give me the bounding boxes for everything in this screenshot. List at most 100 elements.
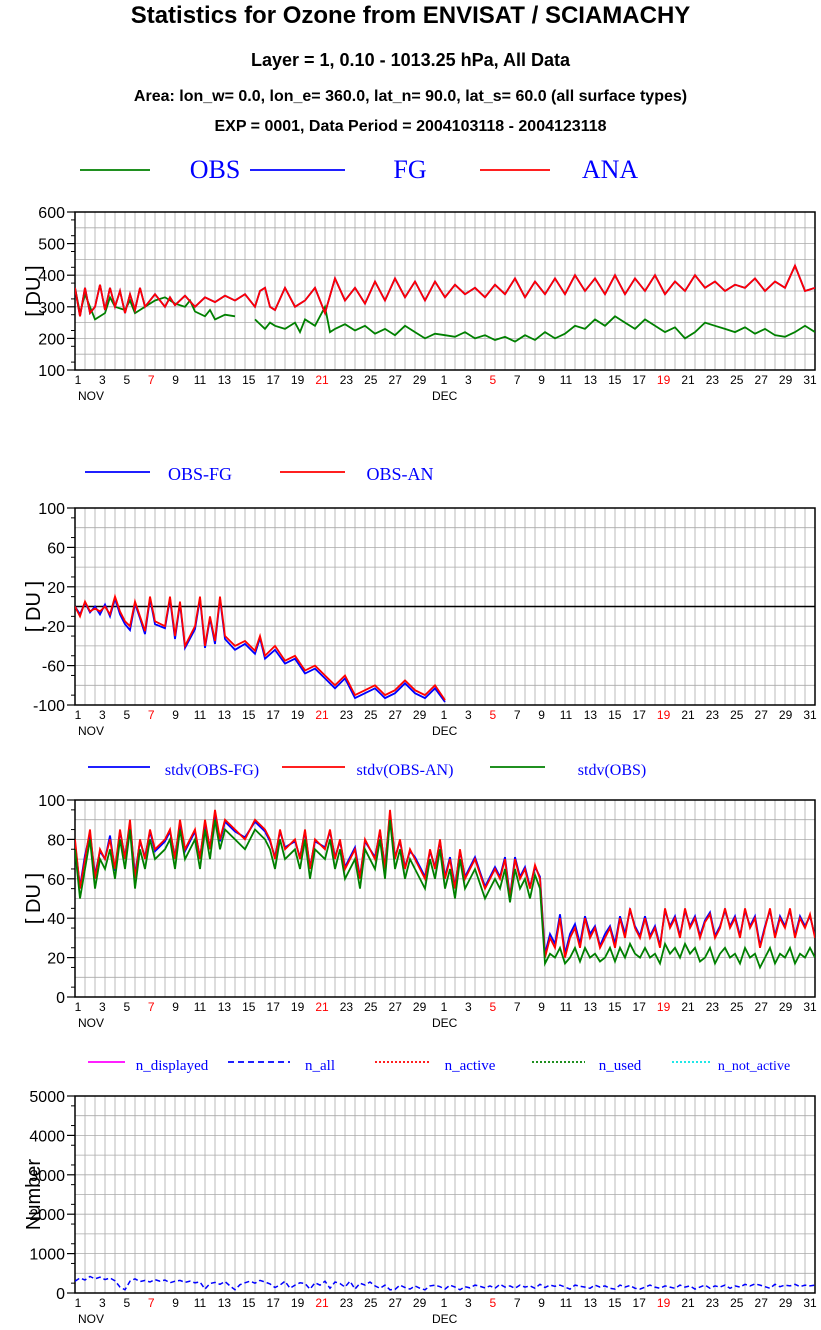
x-tick-label: 13 xyxy=(584,1000,598,1014)
x-tick-label: 27 xyxy=(389,1000,403,1014)
x-tick-label: 29 xyxy=(413,708,427,722)
x-tick-label: 11 xyxy=(560,373,573,387)
y-tick-label: 300 xyxy=(38,300,65,317)
x-tick-label: 19 xyxy=(291,1000,305,1014)
x-tick-label: 31 xyxy=(803,708,817,722)
x-tick-label: 17 xyxy=(267,373,281,387)
y-tick-label: 1000 xyxy=(29,1247,65,1264)
legend-entry: stdv(OBS) xyxy=(578,762,646,779)
x-tick-label: 19 xyxy=(657,373,671,387)
x-tick-label: 7 xyxy=(148,373,155,387)
y-tick-label: 4000 xyxy=(29,1128,65,1145)
x-tick-label: 17 xyxy=(267,708,281,722)
x-tick-label: 23 xyxy=(340,708,354,722)
x-tick-label: 7 xyxy=(148,1296,155,1310)
x-tick-label: 23 xyxy=(340,373,354,387)
x-axis-labels: 1 3 5 7 9 11 13 15 17 19 21 23 25 27 29 1 3 5 7 9 11 13 15 17 19… xyxy=(75,1296,817,1326)
month-label-nov: NOV xyxy=(78,724,104,738)
y-tick-label: -100 xyxy=(33,698,65,715)
x-tick-label: 1 xyxy=(75,1000,82,1014)
month-label-dec: DEC xyxy=(432,1312,458,1326)
x-tick-label: 29 xyxy=(413,373,427,387)
panel-4-legend: n_displayed n_all n_active n_used n_not_acti… xyxy=(88,1058,790,1074)
legend-entry: stdv(OBS-FG) xyxy=(165,762,259,779)
y-tick-label: 100 xyxy=(38,793,65,810)
x-tick-label: 9 xyxy=(538,373,545,387)
month-label-nov: NOV xyxy=(78,1016,104,1030)
legend-entry: n_used xyxy=(599,1058,642,1074)
x-tick-label: 3 xyxy=(465,1296,472,1310)
y-axis-label: [ DU ] xyxy=(23,873,45,924)
x-tick-label: 23 xyxy=(706,708,720,722)
x-tick-label: 15 xyxy=(608,1000,622,1014)
x-tick-label: 7 xyxy=(514,708,521,722)
x-tick-label: 17 xyxy=(633,1296,647,1310)
x-tick-label: 31 xyxy=(803,1000,817,1014)
panel-1-legend: OBS FG ANA xyxy=(80,155,638,184)
x-tick-label: 9 xyxy=(172,708,179,722)
x-tick-label: 15 xyxy=(608,708,622,722)
stdv-obs-series-segment xyxy=(75,819,815,970)
x-tick-label: 9 xyxy=(172,1000,179,1014)
legend-entry: stdv(OBS-AN) xyxy=(357,762,454,779)
stdv-obs-an-series-segment xyxy=(75,809,815,958)
x-tick-label: 17 xyxy=(267,1296,281,1310)
n-all-series xyxy=(75,1275,815,1291)
month-label-dec: DEC xyxy=(432,724,458,738)
panel-3-legend: stdv(OBS-FG) stdv(OBS-AN) stdv(OBS) xyxy=(88,762,646,779)
stdv-obs-series xyxy=(75,819,815,970)
y-tick-label: -20 xyxy=(42,619,65,636)
x-tick-label: 23 xyxy=(340,1000,354,1014)
panel-2-legend: OBS-FG OBS-AN xyxy=(85,464,434,484)
x-tick-label: 11 xyxy=(560,708,573,722)
month-label-dec: DEC xyxy=(432,389,458,403)
layer-subtitle: Layer = 1, 0.10 - 1013.25 hPa, All Data xyxy=(250,50,571,70)
y-tick-label: 80 xyxy=(47,832,65,849)
chart-title: Statistics for Ozone from ENVISAT / SCIA… xyxy=(130,2,691,29)
x-tick-label: 15 xyxy=(242,1000,256,1014)
legend-entry: OBS xyxy=(190,155,241,184)
x-tick-label: 5 xyxy=(489,373,496,387)
y-tick-label: 3000 xyxy=(29,1168,65,1185)
period-subtitle: EXP = 0001, Data Period = 2004103118 - 2… xyxy=(214,118,607,135)
x-tick-label: 7 xyxy=(514,373,521,387)
x-tick-label: 13 xyxy=(218,1000,232,1014)
x-tick-label: 17 xyxy=(633,708,647,722)
x-tick-label: 31 xyxy=(803,373,817,387)
x-tick-label: 17 xyxy=(267,1000,281,1014)
x-tick-label: 3 xyxy=(99,373,106,387)
x-tick-label: 5 xyxy=(489,1000,496,1014)
x-tick-label: 29 xyxy=(779,373,793,387)
panel-2-frame: -100 -60 -20 20 60 100 [ DU ] xyxy=(23,501,816,715)
month-label-nov: NOV xyxy=(78,1312,104,1326)
x-axis-labels: 1 3 5 7 9 11 13 15 17 19 21 23 25 27 29 1 3 5 7 9 11 13 15 17 19… xyxy=(75,373,817,403)
ana-series-segment xyxy=(75,263,815,317)
x-tick-label: 21 xyxy=(315,1296,329,1310)
x-tick-label: 25 xyxy=(730,708,744,722)
y-tick-label: 0 xyxy=(56,990,65,1007)
obs-an-series-segment xyxy=(75,593,446,701)
x-tick-label: 27 xyxy=(389,1296,403,1310)
y-tick-label: 0 xyxy=(56,1286,65,1303)
legend-entry: ANA xyxy=(582,155,639,184)
x-tick-label: 9 xyxy=(538,708,545,722)
x-tick-label: 23 xyxy=(706,1296,720,1310)
x-tick-label: 19 xyxy=(291,373,305,387)
x-tick-label: 27 xyxy=(755,1000,769,1014)
x-tick-label: 11 xyxy=(194,1296,207,1310)
y-tick-label: 500 xyxy=(38,237,65,254)
y-tick-label: 2000 xyxy=(29,1207,65,1224)
x-tick-label: 3 xyxy=(99,1000,106,1014)
x-tick-label: 21 xyxy=(681,1000,695,1014)
x-tick-label: 25 xyxy=(730,373,744,387)
x-tick-label: 23 xyxy=(706,373,720,387)
x-tick-label: 1 xyxy=(75,373,82,387)
y-tick-label: 400 xyxy=(38,268,65,285)
y-tick-label: 60 xyxy=(47,540,65,557)
y-tick-label: 600 xyxy=(38,205,65,222)
y-axis-label: Number xyxy=(23,1159,45,1230)
x-tick-label: 5 xyxy=(123,1296,130,1310)
x-axis-labels: 1 3 5 7 9 11 13 15 17 19 21 23 25 27 29 1 3 5 7 9 11 13 15 17 19… xyxy=(75,1000,817,1030)
legend-entry: FG xyxy=(393,155,426,184)
x-tick-label: 13 xyxy=(584,373,598,387)
